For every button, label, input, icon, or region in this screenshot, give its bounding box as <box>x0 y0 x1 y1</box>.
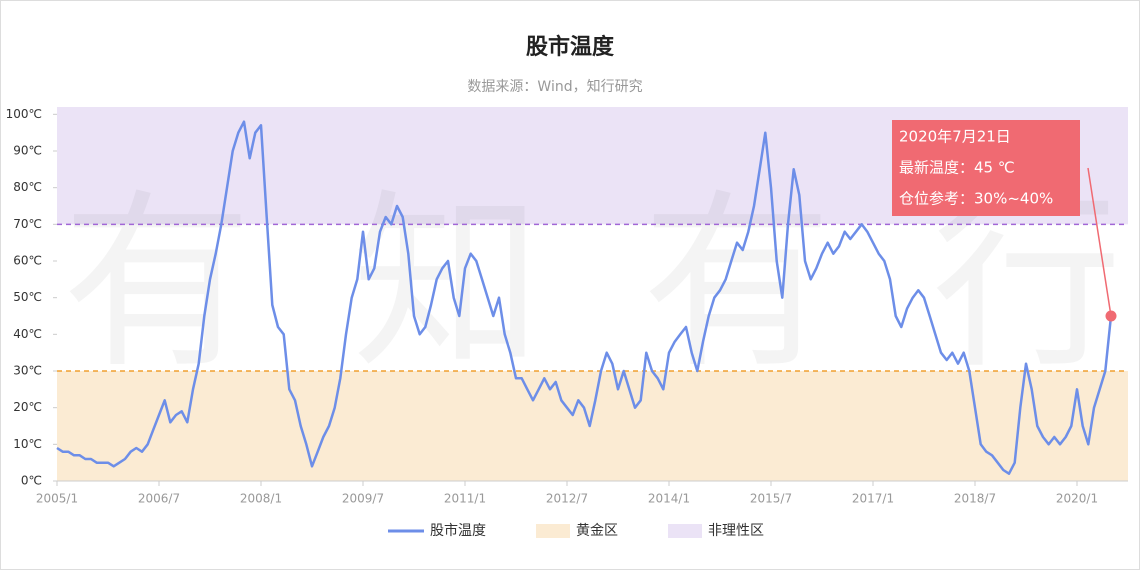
y-tick-label: 50℃ <box>13 290 42 304</box>
x-tick-label: 2006/7 <box>138 492 180 506</box>
x-tick-label: 2018/7 <box>954 492 996 506</box>
legend-label: 股市温度 <box>430 522 486 539</box>
x-tick-label: 2017/1 <box>852 492 894 506</box>
annotation-text: 最新温度：45 ℃ <box>899 159 1015 177</box>
x-tick-label: 2008/1 <box>240 492 282 506</box>
x-tick-label: 2011/1 <box>444 492 486 506</box>
annotation-box <box>892 120 1080 216</box>
x-tick-label: 2012/7 <box>546 492 588 506</box>
chart-subtitle: 数据来源：Wind，知行研究 <box>467 78 642 95</box>
y-tick-label: 10℃ <box>13 437 42 451</box>
y-tick-label: 70℃ <box>13 217 42 231</box>
legend-swatch <box>668 524 702 538</box>
legend-label: 黄金区 <box>576 522 618 539</box>
band <box>57 371 1128 481</box>
y-tick-label: 40℃ <box>13 327 42 341</box>
x-tick-label: 2015/7 <box>750 492 792 506</box>
line <box>56 120 1113 475</box>
annotation-text: 仓位参考：30%~40% <box>899 190 1053 208</box>
chart-title: 股市温度 <box>526 34 615 60</box>
y-tick-label: 80℃ <box>13 180 42 194</box>
y-tick-label: 30℃ <box>13 364 42 378</box>
x-tick-label: 2005/1 <box>36 492 78 506</box>
x-tick-label: 2020/1 <box>1056 492 1098 506</box>
latest-point <box>1105 310 1117 322</box>
y-tick-label: 0℃ <box>21 474 42 488</box>
y-tick-label: 100℃ <box>6 107 42 121</box>
annotation-text: 2020年7月21日 <box>899 128 1011 146</box>
x-tick-label: 2014/1 <box>648 492 690 506</box>
legend-swatch <box>536 524 570 538</box>
y-tick-label: 20℃ <box>13 400 42 414</box>
y-tick-label: 90℃ <box>13 144 42 158</box>
legend-label: 非理性区 <box>708 523 764 539</box>
annotation-leader <box>1087 167 1112 317</box>
x-tick-label: 2009/7 <box>342 492 384 506</box>
y-tick-label: 60℃ <box>13 254 42 268</box>
